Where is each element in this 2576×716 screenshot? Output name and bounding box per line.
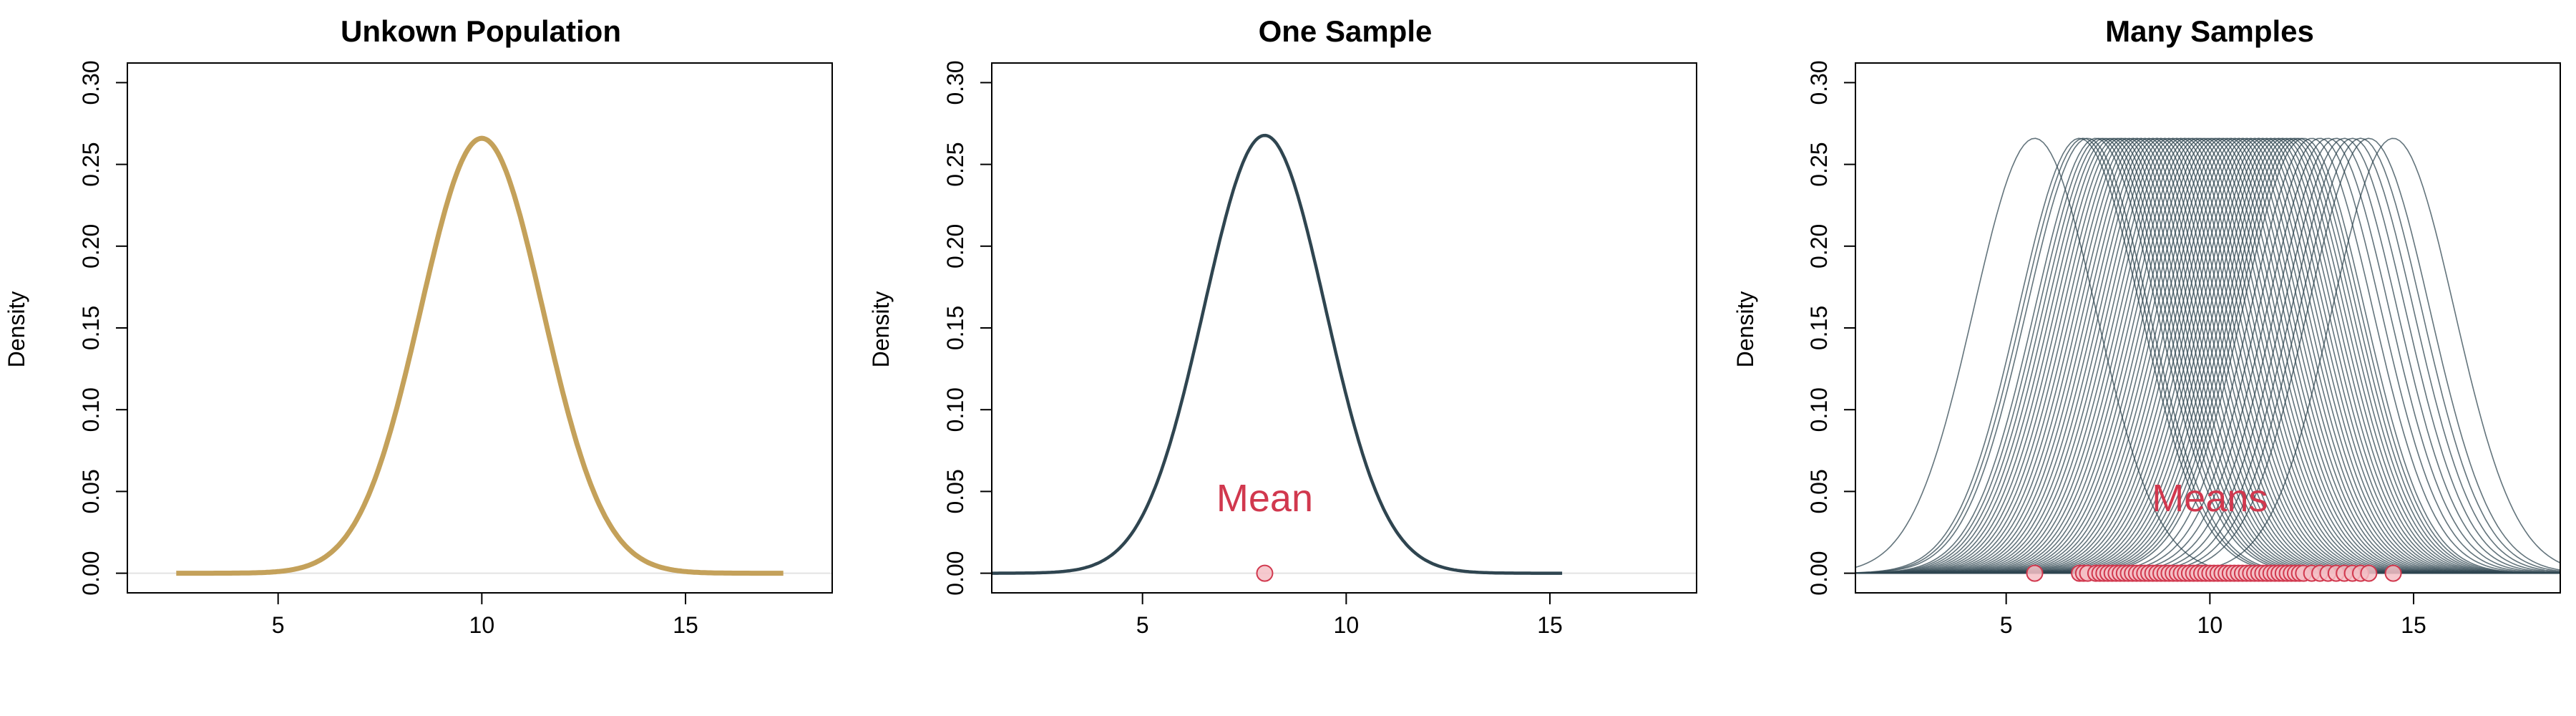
x-tick-label: 10 (2197, 612, 2223, 638)
x-tick-label: 15 (673, 612, 698, 638)
plot-frame (127, 62, 833, 594)
x-tick-label: 5 (2000, 612, 2013, 638)
y-tick-label: 0.20 (1806, 224, 1832, 268)
mean-points (1256, 564, 1274, 582)
y-tick-label: 0.15 (942, 306, 968, 350)
y-tick-label: 0.25 (1806, 142, 1832, 186)
x-tick-label: 5 (1136, 612, 1149, 638)
y-tick-label: 0.25 (942, 142, 968, 186)
chart-title: Unkown Population (341, 14, 621, 48)
plot-area: 5 10 15 0.00 0.05 0.10 0.15 0.20 0.25 0.30 (942, 60, 1697, 638)
curves (992, 133, 1563, 575)
plot-area: 5 10 15 0.00 0.05 0.10 0.15 0.20 0.25 0.30 (1806, 60, 2561, 638)
y-tick-label: 0.25 (78, 142, 104, 186)
y-tick-label: 0.10 (942, 387, 968, 432)
x-tick-label: 5 (272, 612, 285, 638)
y-tick-label: 0.30 (942, 60, 968, 105)
curves (175, 135, 784, 576)
y-tick-label: 0.05 (78, 469, 104, 513)
panel-population: 5 10 15 0.00 0.05 0.10 0.15 0.20 0.25 0.30 Unkown… (4, 14, 833, 638)
mean-point (1256, 564, 1274, 582)
y-axis-title: Density (868, 291, 894, 368)
panel-many-samples: 5 10 15 0.00 0.05 0.10 0.15 0.20 0.25 0.30 Many S… (1732, 14, 2561, 638)
y-tick-label: 0.10 (78, 387, 104, 432)
y-tick-label: 0.30 (78, 60, 104, 105)
x-tick-label: 10 (469, 612, 495, 638)
density-curve (175, 135, 784, 576)
density-curve (992, 133, 1563, 575)
y-tick-label: 0.20 (78, 224, 104, 268)
y-tick-label: 0.15 (78, 306, 104, 350)
chart-title: Many Samples (2105, 14, 2314, 48)
y-tick-label: 0.05 (1806, 469, 1832, 513)
mean-point (2360, 564, 2378, 582)
y-tick-label: 0.10 (1806, 387, 1832, 432)
y-tick-label: 0.00 (942, 551, 968, 595)
y-tick-label: 0.05 (942, 469, 968, 513)
x-tick-label: 10 (1334, 612, 1360, 638)
means-annotation: Means (2152, 477, 2268, 520)
y-tick-label: 0.30 (1806, 60, 1832, 105)
y-axis-title: Density (4, 291, 29, 368)
mean-points (2026, 564, 2402, 582)
y-tick-label: 0.00 (1806, 551, 1832, 595)
y-tick-label: 0.15 (1806, 306, 1832, 350)
mean-annotation: Mean (1216, 477, 1313, 520)
x-tick-label: 15 (1537, 612, 1563, 638)
plot-area: 5 10 15 0.00 0.05 0.10 0.15 0.20 0.25 0.30 (78, 60, 833, 638)
mean-point (2026, 564, 2044, 582)
y-tick-label: 0.00 (78, 551, 104, 595)
chart-title: One Sample (1259, 14, 1433, 48)
mean-point (2384, 564, 2402, 582)
x-tick-label: 15 (2401, 612, 2426, 638)
y-axis-title: Density (1732, 291, 1758, 368)
y-tick-label: 0.20 (942, 224, 968, 268)
panel-one-sample: 5 10 15 0.00 0.05 0.10 0.15 0.20 0.25 0.30 One Sa… (868, 14, 1697, 638)
plot-frame (991, 62, 1697, 594)
